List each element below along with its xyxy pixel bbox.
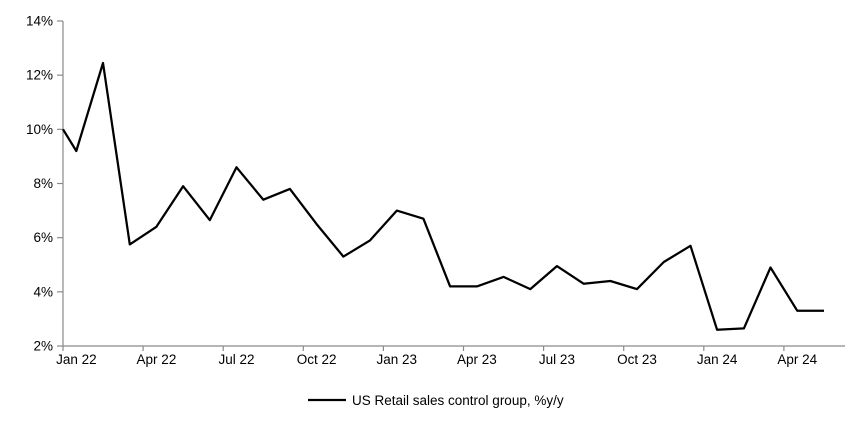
retail-sales-series-line — [62, 61, 824, 331]
y-tick-label: 8% — [33, 176, 53, 191]
x-tick-label: Apr 24 — [777, 352, 817, 367]
y-tick-label: 6% — [33, 230, 53, 245]
axes-layer: 2% 4% 6% 8% 10% 12% 14% Jan 22 Apr 22 Jul 22 Oct 2… — [26, 14, 845, 367]
y-tick-label: 12% — [26, 68, 53, 83]
x-tick-label: Jan 24 — [697, 352, 738, 367]
x-tick-label: Jul 22 — [219, 352, 255, 367]
x-tick-label: Apr 22 — [137, 352, 177, 367]
y-tick-label: 4% — [33, 284, 53, 299]
legend-label: US Retail sales control group, %y/y — [352, 393, 564, 408]
y-tick-label: 10% — [26, 122, 53, 137]
x-tick-label: Jul 23 — [539, 352, 575, 367]
y-tick-label: 14% — [26, 14, 53, 29]
x-tick-label: Jan 23 — [376, 352, 417, 367]
x-tick-label: Jan 22 — [56, 352, 97, 367]
chart-legend: US Retail sales control group, %y/y — [308, 393, 564, 408]
x-tick-label: Oct 22 — [297, 352, 337, 367]
y-tick-label: 2% — [33, 339, 53, 354]
x-tick-label: Oct 23 — [617, 352, 657, 367]
x-tick-label: Apr 23 — [457, 352, 497, 367]
series-layer — [62, 61, 824, 331]
